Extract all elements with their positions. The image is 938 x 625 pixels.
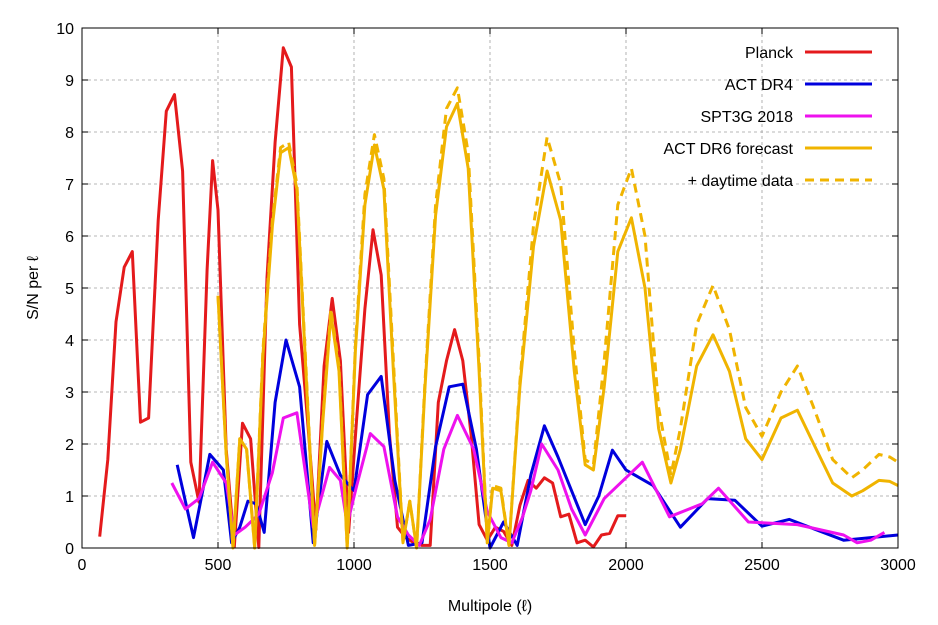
x-tick-label: 2500: [744, 557, 780, 574]
x-tick-label: 2000: [608, 557, 644, 574]
legend-label: Planck: [745, 45, 794, 62]
y-tick-label: 4: [65, 333, 74, 350]
axis-ticks: 0 500 1000 1500 2000 2500 3000 0 1 2 3 4 5 6 7 8 9 10: [56, 21, 916, 574]
x-axis-label: Multipole (ℓ): [448, 598, 532, 615]
x-tick-label: 500: [205, 557, 232, 574]
plot-series: [98, 46, 899, 550]
legend: Planck ACT DR4 SPT3G 2018 ACT DR6 forecast +…: [663, 45, 872, 190]
y-tick-label: 6: [65, 229, 74, 246]
legend-label: ACT DR4: [725, 77, 793, 94]
y-axis-label: S/N per ℓ: [25, 256, 42, 320]
y-tick-label: 8: [65, 125, 74, 142]
series-line-planck: [98, 46, 626, 549]
series-line-daytime-data: [216, 86, 899, 550]
legend-label: SPT3G 2018: [701, 109, 794, 126]
y-tick-label: 0: [65, 541, 74, 558]
y-tick-label: 2: [65, 437, 74, 454]
series-line-act-dr4: [175, 338, 899, 550]
grid: [82, 28, 898, 548]
y-tick-label: 1: [65, 489, 74, 506]
x-tick-label: 1000: [336, 557, 372, 574]
legend-label: + daytime data: [688, 173, 794, 190]
x-tick-label: 1500: [472, 557, 508, 574]
y-tick-label: 10: [56, 21, 74, 38]
x-tick-label: 3000: [880, 557, 916, 574]
y-tick-label: 5: [65, 281, 74, 298]
legend-label: ACT DR6 forecast: [663, 141, 793, 158]
y-tick-label: 9: [65, 73, 74, 90]
series-line-spt3g-2018: [170, 411, 886, 547]
y-tick-label: 3: [65, 385, 74, 402]
y-tick-label: 7: [65, 177, 74, 194]
x-tick-label: 0: [78, 557, 87, 574]
